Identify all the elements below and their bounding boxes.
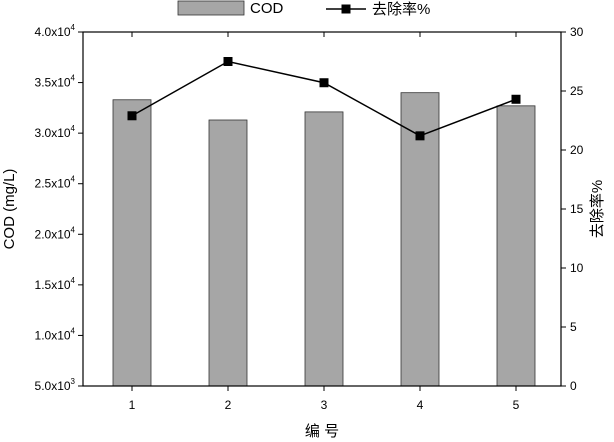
removal-rate-point	[127, 111, 137, 121]
y-left-tick-label: 5.0x103	[35, 377, 76, 393]
x-tick-label: 5	[513, 398, 520, 412]
cod-bars	[112, 92, 536, 387]
legend: COD 去除率%	[177, 0, 430, 18]
cod-bar	[400, 92, 440, 387]
legend-rate-marker	[341, 4, 351, 14]
cod-bar	[496, 105, 536, 387]
cod-bar	[208, 119, 248, 387]
removal-rate-point	[511, 94, 521, 104]
y-right-axis-title: 去除率%	[589, 180, 606, 238]
y-right-tick-label: 5	[570, 320, 577, 334]
cod-bar	[304, 111, 344, 387]
x-axis-title: 编 号	[305, 423, 339, 440]
y-right-tick-label: 10	[570, 261, 584, 275]
x-tick-label: 1	[129, 398, 136, 412]
y-left-tick-label: 1.0x104	[35, 326, 76, 342]
y-right-tick-label: 20	[570, 143, 584, 157]
legend-cod-swatch	[177, 0, 245, 16]
x-tick-label: 2	[225, 398, 232, 412]
y-left-tick-label: 2.0x104	[35, 225, 76, 241]
removal-rate-point	[223, 57, 233, 66]
x-tick-label: 4	[417, 398, 424, 412]
cod-bar	[112, 99, 152, 387]
x-tick-label: 3	[321, 398, 328, 412]
y-left-tick-label: 4.0x104	[35, 23, 76, 39]
legend-rate-label: 去除率%	[372, 1, 430, 18]
y-left-axis-title: COD (mg/L)	[1, 169, 18, 250]
removal-rate-point	[415, 131, 425, 141]
y-right-tick-label: 0	[570, 379, 577, 393]
y-right-tick-label: 30	[570, 25, 584, 39]
y-left-tick-label: 3.5x104	[35, 74, 76, 90]
removal-rate-point	[319, 78, 329, 88]
y-right-tick-label: 15	[570, 202, 584, 216]
y-left-tick-label: 2.5x104	[35, 175, 76, 191]
y-left-tick-label: 1.5x104	[35, 276, 76, 292]
removal-rate-line	[127, 57, 521, 141]
y-right-tick-label: 25	[570, 84, 584, 98]
axes: 1 2 3 4 5 5.0x103 1.0x104 1.5x104 2.0x104 2.5x104…	[1, 23, 606, 440]
legend-cod-label: COD	[250, 0, 284, 17]
y-left-tick-label: 3.0x104	[35, 124, 76, 140]
